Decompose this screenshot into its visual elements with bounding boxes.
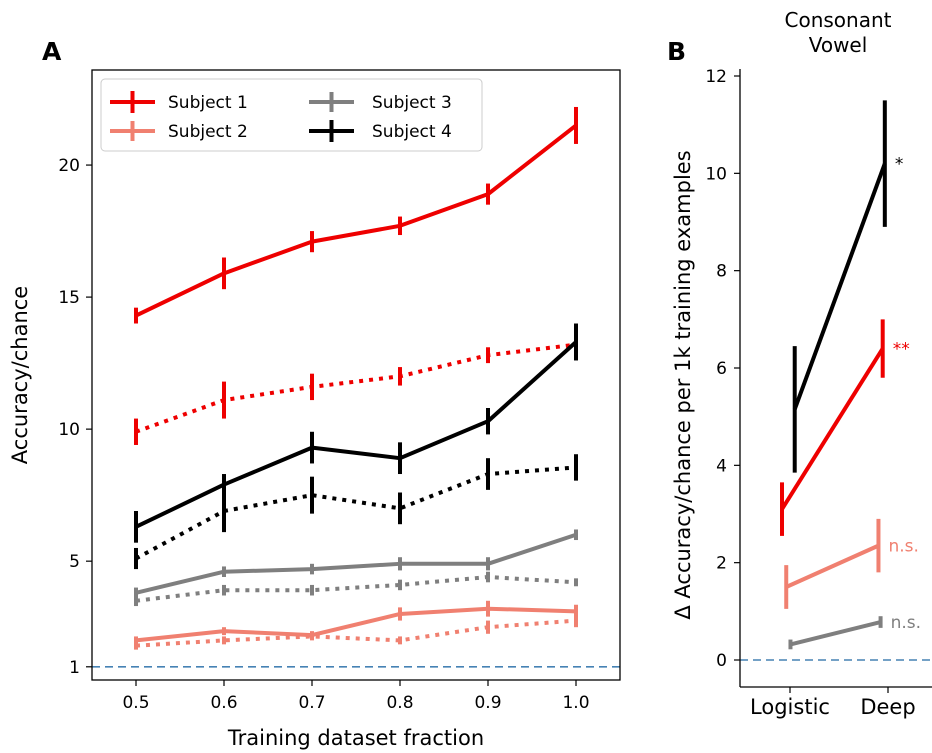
series-line-subject3-solid [135, 532, 577, 595]
panel-a-y-axis-label: Accuracy/chance [8, 286, 32, 464]
panel-a-x-axis-label: Training dataset fraction [227, 726, 484, 750]
series-line-subject2-dotted [135, 618, 577, 648]
y-tick-label: 8 [716, 262, 727, 282]
x-category-label: Deep [860, 695, 915, 719]
y-tick-label: 10 [58, 420, 80, 440]
y-tick-label: 10 [705, 164, 727, 184]
legend-box [100, 78, 483, 152]
series-line-subject1-dotted [135, 342, 577, 434]
x-tick-label: 0.8 [386, 693, 413, 713]
y-tick-label: 20 [58, 156, 80, 176]
y-tick-label: 4 [716, 456, 727, 476]
panel-a-letter: A [42, 37, 62, 66]
header-consonant: Consonant [785, 8, 892, 32]
y-tick-label: 5 [69, 552, 80, 572]
series-line-subject1 [780, 347, 885, 511]
series-line-subject2-solid [135, 606, 577, 643]
legend-label-subject-3: Subject 3 [372, 93, 452, 113]
significance-annotation: n.s. [888, 537, 918, 557]
x-tick-label: 0.9 [474, 693, 501, 713]
legend-label-subject-1: Subject 1 [168, 93, 248, 113]
x-tick-label: 1.0 [562, 693, 589, 713]
y-tick-label: 15 [58, 288, 80, 308]
significance-annotation: * [895, 155, 904, 175]
header-vowel: Vowel [809, 33, 868, 57]
panel-b-y-axis-label: Δ Accuracy/chance per 1k training exampl… [671, 150, 695, 619]
y-tick-label: 0 [716, 651, 727, 671]
series-line-subject3-dotted [135, 575, 577, 603]
series-line-subject3 [789, 620, 882, 647]
panel-a-frame [91, 69, 621, 681]
x-tick-label: 0.5 [122, 693, 149, 713]
y-tick-label: 1 [69, 658, 80, 678]
series-line-subject4 [792, 162, 887, 411]
legend-label-subject-2: Subject 2 [168, 122, 248, 142]
y-tick-label: 12 [705, 67, 727, 87]
x-tick-label: 0.6 [210, 693, 237, 713]
legend-label-subject-4: Subject 4 [372, 122, 452, 142]
panel-a-legend: Subject 1 Subject 2 Subject 3 Subject 4 [100, 78, 483, 152]
panel-b-letter: B [667, 37, 686, 66]
y-tick-label: 6 [716, 359, 727, 379]
y-tick-label: 2 [716, 554, 727, 574]
x-category-label: Logistic [750, 695, 830, 719]
series-line-subject2 [785, 543, 880, 589]
significance-annotation: n.s. [891, 613, 921, 633]
series-line-subject4-solid [135, 340, 578, 529]
x-tick-label: 0.7 [298, 693, 325, 713]
significance-annotation: ** [893, 340, 910, 360]
series-line-subject4-dotted [135, 465, 577, 561]
series-line-subject1-solid [135, 123, 578, 318]
